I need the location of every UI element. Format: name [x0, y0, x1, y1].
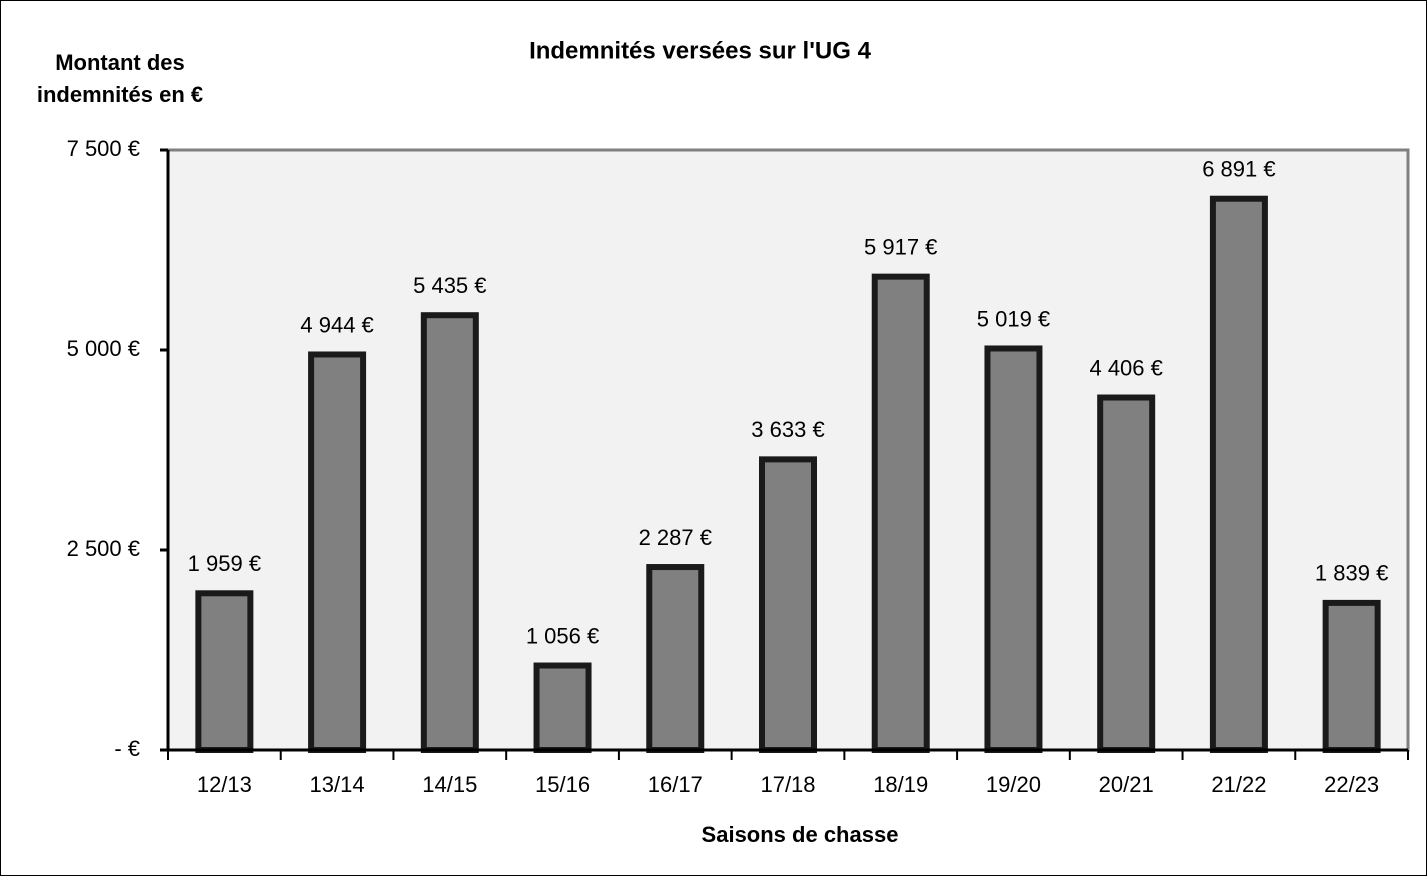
y-tick-label: 5 000 €: [67, 336, 140, 361]
bar: [646, 564, 705, 753]
x-tick-label: 14/15: [422, 772, 477, 797]
chart-title: Indemnités versées sur l'UG 4: [529, 37, 872, 64]
bar: [871, 273, 930, 753]
bar: [759, 456, 817, 753]
x-tick-label: 15/16: [535, 772, 590, 797]
data-label: 1 056 €: [526, 623, 599, 648]
x-tick-label: 16/17: [648, 772, 703, 797]
bar: [533, 662, 592, 754]
y-axis-label: indemnités en €: [37, 82, 203, 107]
y-axis-label: Montant des: [55, 50, 185, 75]
x-tick-label: 17/18: [760, 772, 815, 797]
y-tick-label: 2 500 €: [67, 536, 140, 561]
x-tick-label: 19/20: [986, 772, 1041, 797]
y-tick-label: - €: [114, 736, 140, 761]
x-tick-label: 13/14: [310, 772, 365, 797]
data-label: 5 917 €: [864, 234, 937, 259]
bar: [1097, 394, 1156, 753]
data-label: 5 435 €: [413, 273, 486, 298]
x-tick-label: 22/23: [1324, 772, 1379, 797]
x-tick-label: 18/19: [873, 772, 928, 797]
data-label: 6 891 €: [1202, 157, 1275, 182]
y-tick-label: 7 500 €: [67, 136, 140, 161]
data-label: 3 633 €: [751, 417, 824, 442]
data-label: 1 959 €: [188, 551, 261, 576]
bar: [308, 351, 367, 753]
data-label: 4 406 €: [1089, 355, 1162, 380]
data-label: 2 287 €: [639, 525, 712, 550]
bar: [420, 312, 479, 753]
bar: [195, 590, 254, 754]
bar: [1209, 195, 1268, 754]
x-tick-label: 20/21: [1099, 772, 1154, 797]
data-label: 5 019 €: [977, 306, 1050, 331]
x-tick-label: 21/22: [1211, 772, 1266, 797]
bar: [984, 345, 1043, 753]
x-tick-label: 12/13: [197, 772, 252, 797]
bar: [1322, 599, 1381, 753]
data-label: 1 839 €: [1315, 561, 1388, 586]
data-label: 4 944 €: [300, 312, 373, 337]
x-axis-label: Saisons de chasse: [702, 822, 899, 847]
